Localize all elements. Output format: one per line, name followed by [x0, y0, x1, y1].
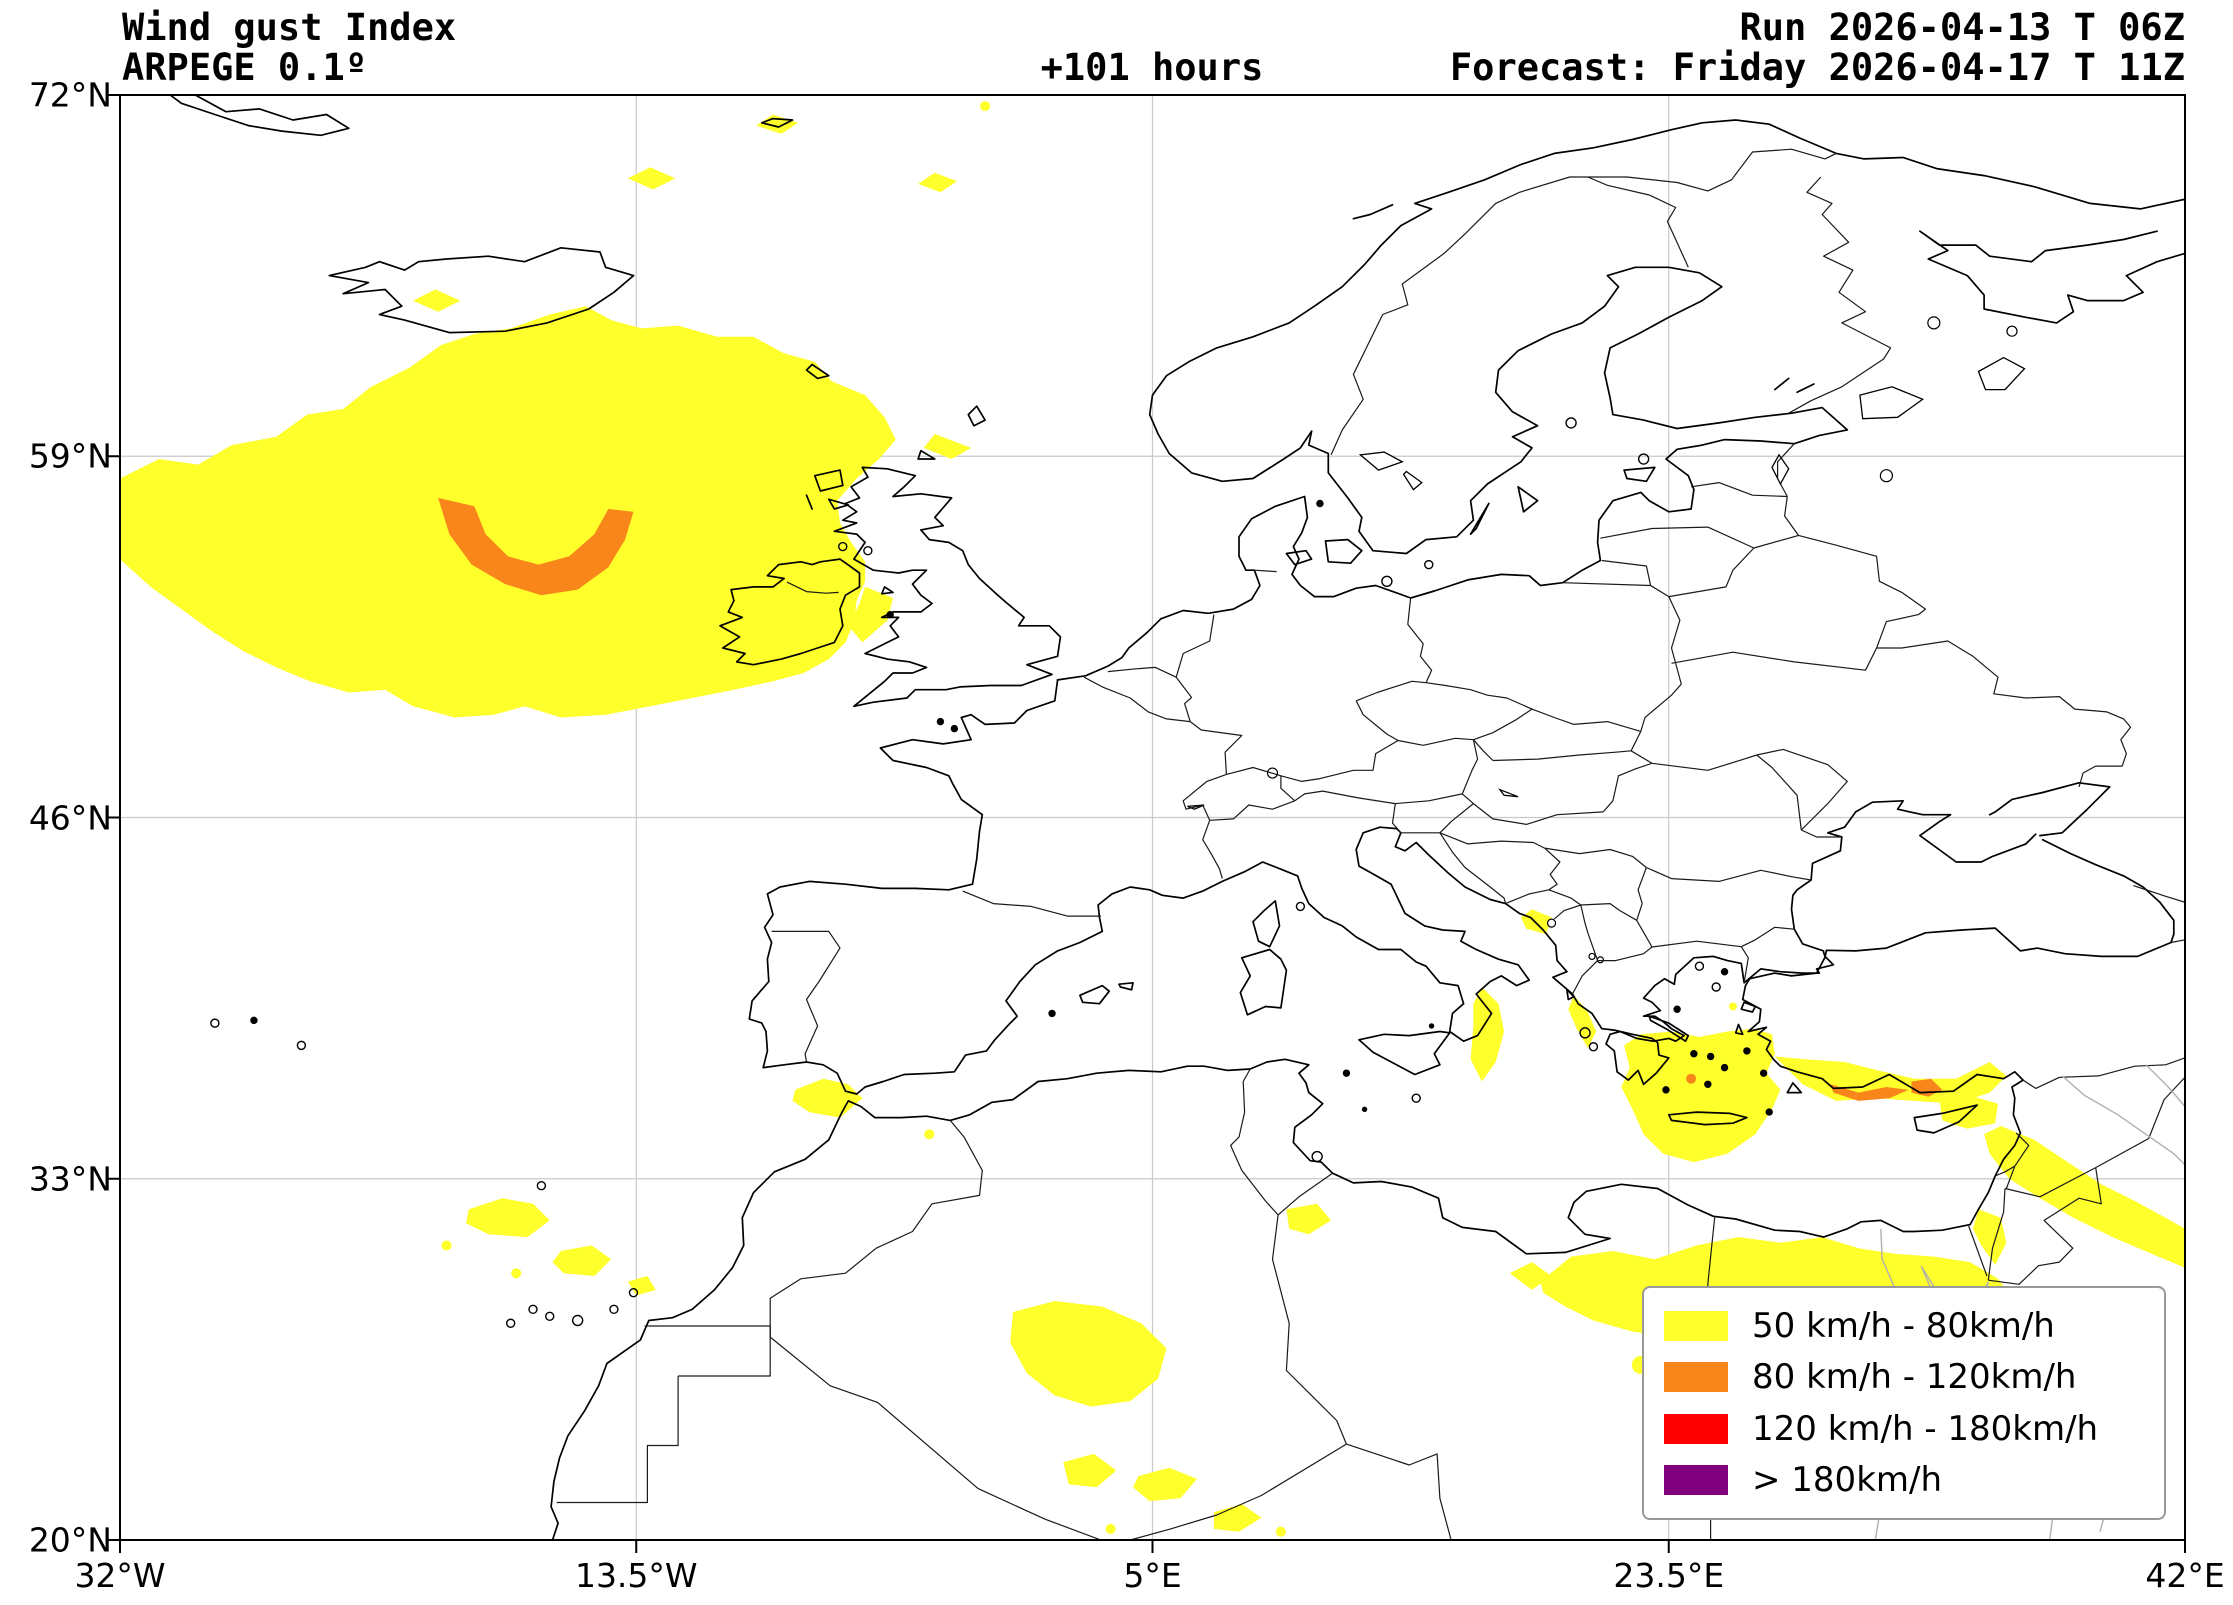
legend-label: 80 km/h - 120km/h [1752, 1357, 2077, 1398]
gust-area-level-0 [918, 172, 958, 193]
legend-label: 50 km/h - 80km/h [1752, 1305, 2055, 1346]
x-tick-label-4: 42°E [2145, 1556, 2225, 1595]
gust-area-level-0 [1286, 1203, 1332, 1235]
legend-item-1: 80 km/h - 120km/h [1664, 1357, 2144, 1397]
gust-area-level-0 [1568, 995, 1597, 1049]
legend-label: 120 km/h - 180km/h [1752, 1408, 2099, 1449]
gust-area-level-0 [1984, 1126, 2185, 1268]
legend-swatch-icon [1664, 1310, 1728, 1341]
x-tick-label-3: 23.5°E [1613, 1556, 1725, 1595]
gust-area-level-0 [552, 1245, 612, 1276]
gust-spot [1105, 1523, 1116, 1534]
gust-area-level-1 [438, 497, 634, 596]
x-tick-label-0: 32°W [74, 1556, 166, 1595]
legend-label: > 180km/h [1752, 1460, 1943, 1501]
y-tick-label-0: 72°N [28, 75, 112, 115]
y-tick-label-2: 46°N [28, 798, 112, 837]
gust-area-level-0 [1509, 1262, 1552, 1290]
gust-area-level-0 [1470, 987, 1505, 1082]
forecast-hours-label: +101 hours [1040, 46, 1264, 89]
gust-area-level-0 [1621, 1028, 1781, 1163]
gust-area-level-0 [1133, 1467, 1198, 1502]
gust-area-level-0 [466, 1198, 550, 1238]
coastlines [169, 95, 2185, 1540]
x-tick-label-1: 13.5°W [574, 1556, 698, 1595]
gust-area-level-0 [627, 1276, 656, 1296]
gust-area-level-0 [1520, 909, 1552, 935]
gust-spot [1728, 1002, 1737, 1011]
gust-area-level-1 [1830, 1084, 1909, 1101]
gust-spot [924, 1129, 935, 1140]
legend-swatch-icon [1664, 1362, 1728, 1393]
gust-area-level-0 [413, 289, 461, 312]
map-title: Wind gust Index [122, 6, 457, 49]
x-tick-label-2: 5°E [1123, 1556, 1182, 1595]
gust-spot [1686, 1073, 1697, 1084]
model-resolution-subtitle: ARPEGE 0.1º [122, 46, 368, 89]
country-borders [556, 148, 2185, 1540]
legend-item-0: 50 km/h - 80km/h [1664, 1306, 2144, 1346]
run-datetime-label: Run 2026-04-13 T 06Z [1739, 6, 2185, 49]
gust-area-level-0 [1010, 1301, 1167, 1407]
lakes [1187, 316, 2026, 964]
gust-area-level-0 [1213, 1503, 1262, 1532]
gust-area-level-0 [923, 434, 972, 459]
legend-swatch-icon [1664, 1465, 1728, 1496]
gust-spot [1275, 1526, 1286, 1537]
legend-item-2: 120 km/h - 180km/h [1664, 1409, 2144, 1449]
wind-gust-legend: 50 km/h - 80km/h 80 km/h - 120km/h 120 km/… [1642, 1286, 2166, 1520]
y-tick-label-1: 59°N [28, 436, 112, 476]
gust-spot [441, 1240, 452, 1251]
y-tick-label-3: 33°N [28, 1159, 112, 1199]
legend-swatch-icon [1664, 1413, 1728, 1444]
gust-area-level-0 [627, 167, 676, 190]
gust-area-level-0 [1972, 1209, 2007, 1265]
gust-area-level-0 [848, 586, 893, 643]
y-tick-label-4: 20°N [28, 1520, 112, 1560]
gust-spot [980, 101, 991, 112]
forecast-datetime-label: Forecast: Friday 2026-04-17 T 11Z [1449, 46, 2185, 89]
gust-spot [511, 1268, 522, 1279]
gust-area-level-0 [1063, 1453, 1117, 1488]
axis-ticks [107, 94, 2186, 1553]
gust-area-level-0 [792, 1078, 863, 1118]
legend-item-3: > 180km/h [1664, 1460, 2144, 1500]
gust-area-level-0 [120, 306, 896, 718]
gust-area-level-0 [756, 114, 799, 134]
